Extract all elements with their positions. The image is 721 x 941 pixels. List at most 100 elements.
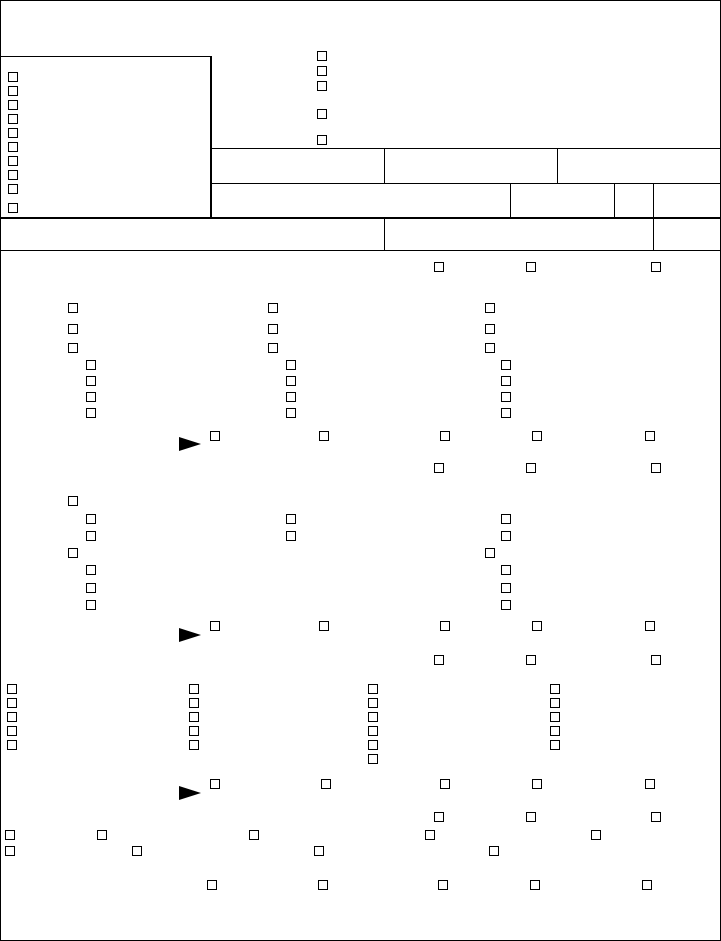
checkbox[interactable] <box>434 812 444 822</box>
checkbox[interactable] <box>5 830 15 840</box>
checkbox[interactable] <box>189 712 199 722</box>
checkbox[interactable] <box>8 72 18 82</box>
checkbox[interactable] <box>434 463 444 473</box>
checkbox[interactable] <box>86 600 96 610</box>
checkbox[interactable] <box>210 621 220 631</box>
checkbox[interactable] <box>526 463 536 473</box>
checkbox[interactable] <box>532 431 542 441</box>
checkbox[interactable] <box>440 621 450 631</box>
checkbox[interactable] <box>86 583 96 593</box>
checkbox[interactable] <box>501 531 511 541</box>
checkbox[interactable] <box>550 740 560 750</box>
checkbox[interactable] <box>314 846 324 856</box>
checkbox[interactable] <box>268 324 278 334</box>
checkbox[interactable] <box>8 184 18 194</box>
checkbox[interactable] <box>368 754 378 764</box>
checkbox[interactable] <box>501 583 511 593</box>
checkbox[interactable] <box>532 621 542 631</box>
checkbox[interactable] <box>440 779 450 789</box>
checkbox[interactable] <box>319 621 329 631</box>
checkbox[interactable] <box>321 779 331 789</box>
checkbox[interactable] <box>7 726 17 736</box>
checkbox[interactable] <box>485 343 495 353</box>
checkbox[interactable] <box>550 712 560 722</box>
checkbox[interactable] <box>651 655 661 665</box>
checkbox[interactable] <box>645 621 655 631</box>
checkbox[interactable] <box>526 655 536 665</box>
checkbox[interactable] <box>8 86 18 96</box>
checkbox[interactable] <box>86 565 96 575</box>
checkbox[interactable] <box>550 684 560 694</box>
checkbox[interactable] <box>249 830 259 840</box>
checkbox[interactable] <box>317 135 327 145</box>
checkbox[interactable] <box>286 531 296 541</box>
checkbox[interactable] <box>434 262 444 272</box>
checkbox[interactable] <box>86 360 96 370</box>
checkbox[interactable] <box>501 565 511 575</box>
checkbox[interactable] <box>501 408 511 418</box>
checkbox[interactable] <box>318 880 328 890</box>
checkbox[interactable] <box>210 431 220 441</box>
checkbox[interactable] <box>651 812 661 822</box>
checkbox[interactable] <box>86 376 96 386</box>
checkbox[interactable] <box>7 740 17 750</box>
checkbox[interactable] <box>501 392 511 402</box>
checkbox[interactable] <box>189 726 199 736</box>
checkbox[interactable] <box>440 431 450 441</box>
checkbox[interactable] <box>485 548 495 558</box>
checkbox[interactable] <box>8 170 18 180</box>
checkbox[interactable] <box>526 262 536 272</box>
checkbox[interactable] <box>132 846 142 856</box>
checkbox[interactable] <box>425 830 435 840</box>
checkbox[interactable] <box>7 712 17 722</box>
checkbox[interactable] <box>286 514 296 524</box>
checkbox[interactable] <box>550 726 560 736</box>
checkbox[interactable] <box>489 846 499 856</box>
checkbox[interactable] <box>485 303 495 313</box>
checkbox[interactable] <box>68 303 78 313</box>
checkbox[interactable] <box>8 203 18 213</box>
checkbox[interactable] <box>368 698 378 708</box>
checkbox[interactable] <box>645 431 655 441</box>
checkbox[interactable] <box>368 740 378 750</box>
checkbox[interactable] <box>268 343 278 353</box>
checkbox[interactable] <box>438 880 448 890</box>
checkbox[interactable] <box>530 880 540 890</box>
checkbox[interactable] <box>501 360 511 370</box>
checkbox[interactable] <box>189 684 199 694</box>
checkbox[interactable] <box>86 514 96 524</box>
checkbox[interactable] <box>368 684 378 694</box>
checkbox[interactable] <box>7 698 17 708</box>
checkbox[interactable] <box>317 81 327 91</box>
checkbox[interactable] <box>86 408 96 418</box>
checkbox[interactable] <box>189 740 199 750</box>
checkbox[interactable] <box>5 846 15 856</box>
checkbox[interactable] <box>368 726 378 736</box>
checkbox[interactable] <box>268 303 278 313</box>
checkbox[interactable] <box>8 128 18 138</box>
checkbox[interactable] <box>651 463 661 473</box>
checkbox[interactable] <box>7 684 17 694</box>
checkbox[interactable] <box>526 812 536 822</box>
checkbox[interactable] <box>207 880 217 890</box>
checkbox[interactable] <box>286 376 296 386</box>
checkbox[interactable] <box>8 142 18 152</box>
checkbox[interactable] <box>97 830 107 840</box>
checkbox[interactable] <box>434 655 444 665</box>
checkbox[interactable] <box>550 698 560 708</box>
checkbox[interactable] <box>286 392 296 402</box>
checkbox[interactable] <box>8 114 18 124</box>
checkbox[interactable] <box>642 880 652 890</box>
checkbox[interactable] <box>68 343 78 353</box>
checkbox[interactable] <box>68 548 78 558</box>
checkbox[interactable] <box>368 712 378 722</box>
checkbox[interactable] <box>286 360 296 370</box>
checkbox[interactable] <box>8 100 18 110</box>
checkbox[interactable] <box>501 514 511 524</box>
checkbox[interactable] <box>317 66 327 76</box>
checkbox[interactable] <box>501 600 511 610</box>
checkbox[interactable] <box>68 496 78 506</box>
checkbox[interactable] <box>317 109 327 119</box>
checkbox[interactable] <box>86 392 96 402</box>
checkbox[interactable] <box>286 408 296 418</box>
